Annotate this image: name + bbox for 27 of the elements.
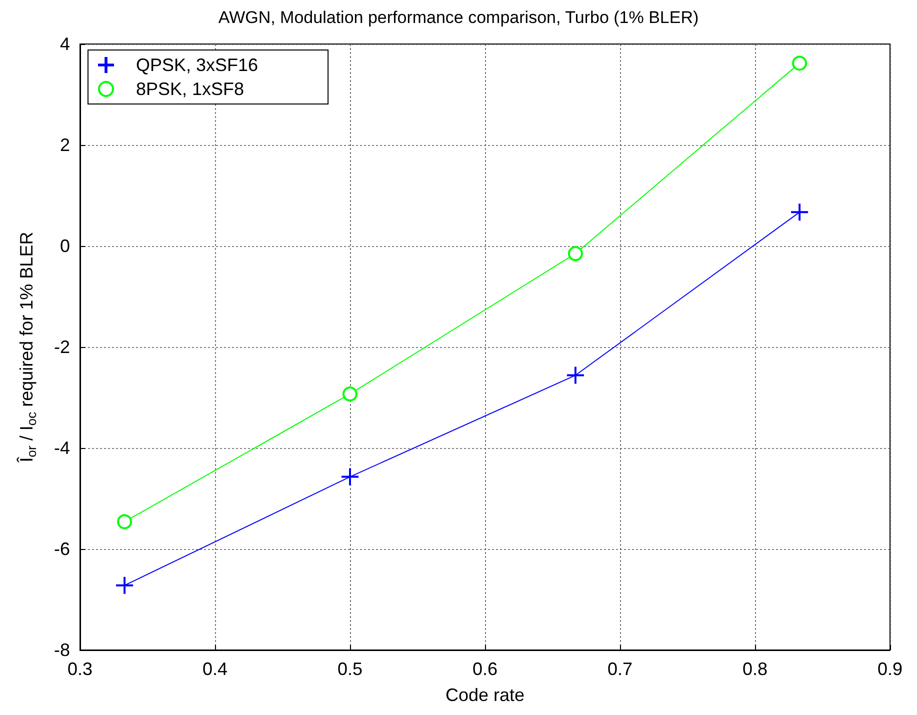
y-axis-title: Îor / Ioc required for 1% BLER (16, 232, 39, 464)
x-tick-label: 0.9 (877, 659, 903, 679)
legend-label: QPSK, 3xSF16 (136, 55, 258, 75)
y-tick-label: 0 (60, 236, 70, 256)
point (116, 576, 134, 594)
x-tick-label: 0.3 (67, 659, 93, 679)
x-tick-label: 0.8 (742, 659, 768, 679)
point (791, 204, 808, 221)
y-tick-label: 2 (60, 135, 70, 155)
x-tick-label: 0.7 (607, 659, 633, 679)
y-tick-label: -6 (54, 539, 70, 559)
point (342, 468, 358, 486)
point (342, 386, 358, 402)
y-tick-label: -4 (54, 438, 70, 458)
x-tick-label: 0.5 (337, 659, 363, 679)
y-tick-label: 4 (60, 34, 70, 54)
y-tick-label: -2 (54, 337, 70, 357)
chart-title: AWGN, Modulation performance comparison, Turbo (1% BLER) (218, 8, 699, 27)
point (566, 366, 584, 384)
point (792, 56, 808, 71)
y-tick-label: -8 (54, 640, 70, 660)
legend-label: 8PSK, 1xSF8 (136, 79, 244, 99)
point (117, 514, 132, 530)
x-tick-label: 0.6 (472, 659, 498, 679)
point (568, 246, 583, 262)
x-axis-title: Code rate (445, 685, 525, 705)
x-tick-label: 0.4 (202, 659, 228, 679)
